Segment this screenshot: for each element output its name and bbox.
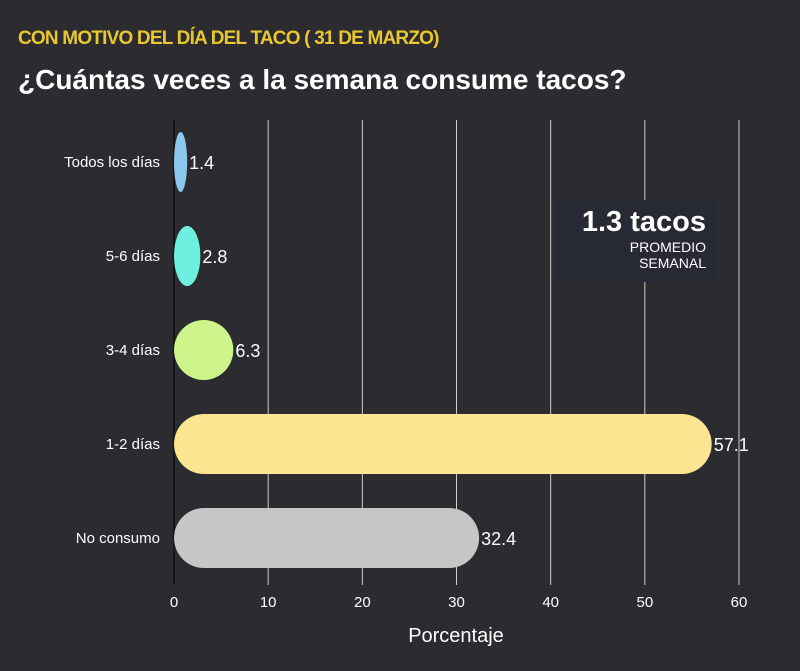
data-label: 2.8: [202, 247, 227, 267]
average-badge: 1.3 tacos PROMEDIO SEMANAL: [556, 200, 716, 282]
x-tick-label: 30: [448, 594, 465, 611]
x-tick-label: 40: [542, 594, 559, 611]
x-tick-label: 0: [170, 594, 178, 611]
chart-subtitle: CON MOTIVO DEL DÍA DEL TACO ( 31 DE MARZ…: [18, 28, 439, 49]
bar: [174, 226, 201, 286]
category-label: No consumo: [76, 530, 160, 547]
x-tick-label: 50: [636, 594, 653, 611]
chart-title: ¿Cuántas veces a la semana consume tacos…: [18, 64, 627, 95]
average-label-1: PROMEDIO: [629, 239, 706, 255]
data-label: 57.1: [714, 435, 749, 455]
category-label: Todos los días: [64, 154, 160, 171]
average-label-2: SEMANAL: [639, 255, 706, 271]
x-tick-label: 60: [731, 594, 748, 611]
bar: [174, 132, 188, 192]
category-label: 5-6 días: [106, 248, 160, 265]
x-tick-label: 20: [354, 594, 371, 611]
x-tick-label: 10: [260, 594, 277, 611]
bar: [174, 508, 480, 568]
bar: [174, 414, 712, 474]
average-value: 1.3 tacos: [581, 206, 706, 238]
data-label: 6.3: [235, 341, 260, 361]
data-label: 32.4: [481, 529, 516, 549]
category-label: 1-2 días: [106, 436, 160, 453]
data-label: 1.4: [189, 153, 214, 173]
category-label: 3-4 días: [106, 342, 160, 359]
bar: [174, 320, 234, 380]
x-axis-label: Porcentaje: [408, 625, 504, 647]
